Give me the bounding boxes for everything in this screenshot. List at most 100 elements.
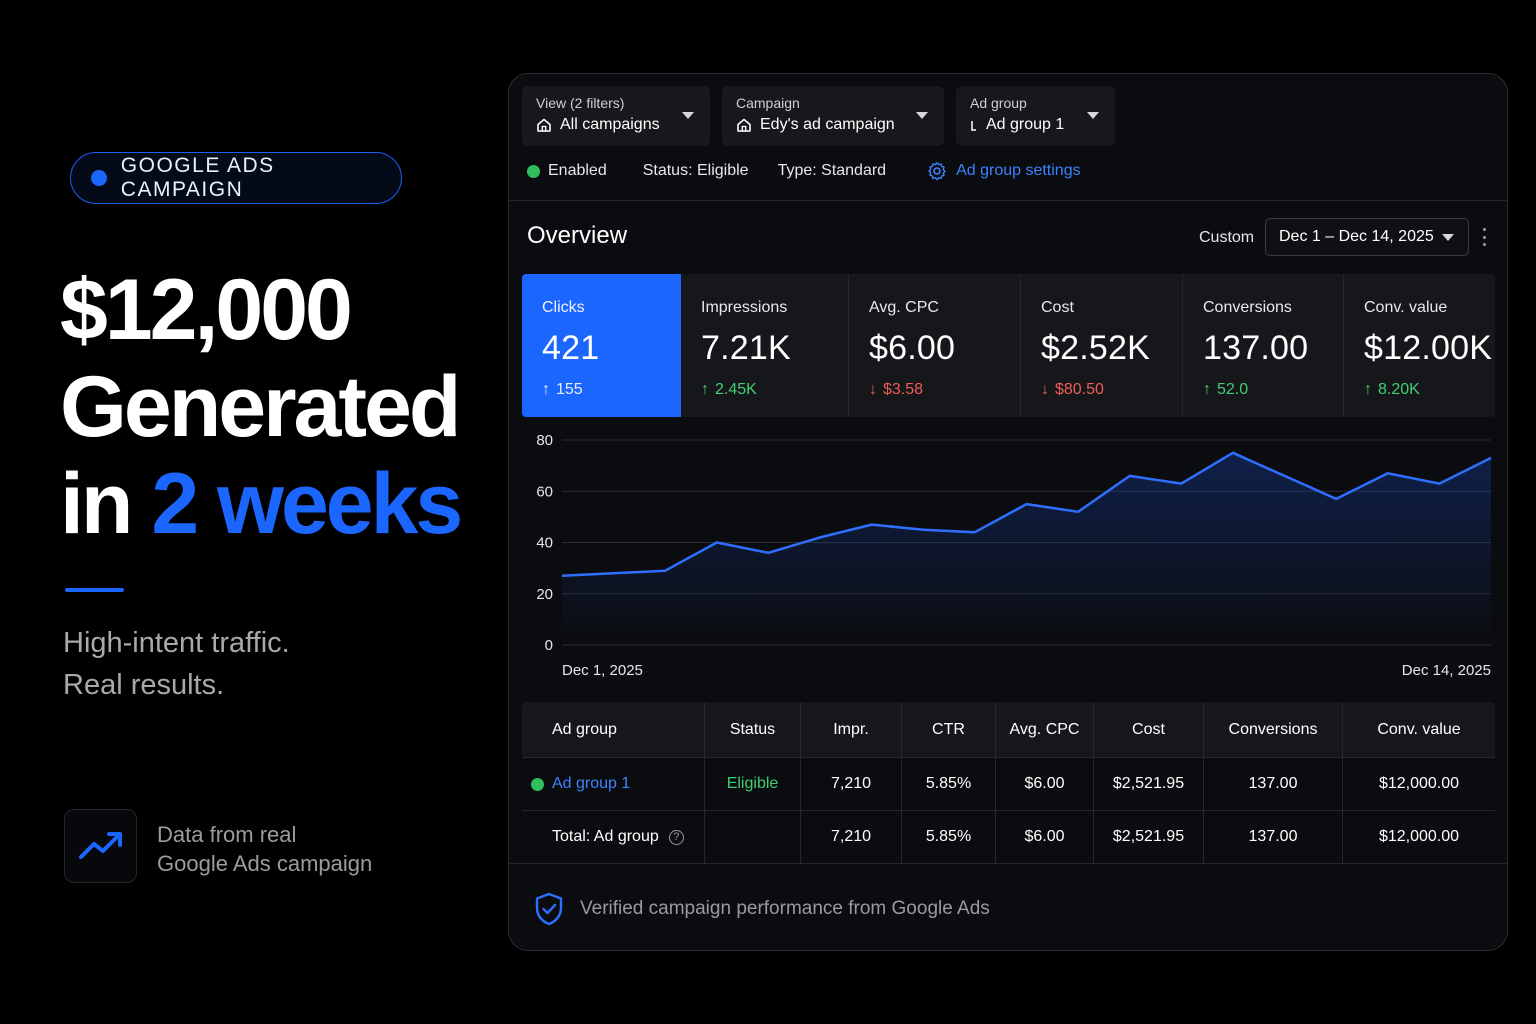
divider — [509, 863, 1507, 864]
divider — [509, 200, 1507, 201]
chevron-down-icon — [1442, 234, 1454, 241]
metric-delta: 2.45K — [715, 381, 757, 399]
headline-in: in — [60, 456, 151, 552]
home-icon — [736, 117, 752, 133]
arrow-up-icon: ↑ — [1203, 381, 1211, 399]
more-options-icon[interactable] — [1483, 228, 1487, 246]
campaign-label: Campaign — [736, 95, 930, 111]
column-header-conv-value[interactable]: Conv. value — [1343, 702, 1495, 757]
y-tick-label: 40 — [536, 535, 553, 552]
tagline-line1: High-intent traffic. — [63, 622, 290, 664]
chart-area-fill — [562, 453, 1491, 645]
metric-value: $6.00 — [869, 329, 1020, 368]
date-range-picker[interactable]: Dec 1 – Dec 14, 2025 — [1265, 218, 1469, 256]
verified-note: Verified campaign performance from Googl… — [534, 892, 990, 926]
metric-impressions[interactable]: Impressions 7.21K ↑ 2.45K — [681, 274, 849, 417]
metric-delta: 8.20K — [1378, 381, 1420, 399]
metric-value: $12.00K — [1364, 329, 1495, 368]
overview-title: Overview — [527, 222, 627, 250]
accent-divider — [65, 588, 124, 592]
metric-label: Cost — [1041, 299, 1182, 317]
ctr-cell: 5.85% — [902, 811, 996, 863]
home-icon — [536, 117, 552, 133]
total-label-cell: Total: Ad group ? — [522, 811, 705, 863]
column-header-avg-cpc[interactable]: Avg. CPC — [996, 702, 1094, 757]
column-header-ad-group[interactable]: Ad group — [522, 702, 705, 757]
ad-group-settings-link[interactable]: Ad group settings — [927, 161, 1081, 181]
ad-group-dropdown[interactable]: Ad group Ad group 1 — [956, 86, 1115, 146]
metric-value: 137.00 — [1203, 329, 1343, 368]
metric-value: $2.52K — [1041, 329, 1182, 368]
campaign-dropdown[interactable]: Campaign Edy's ad campaign — [722, 86, 944, 146]
metric-delta: 155 — [556, 381, 583, 399]
ad-group-link[interactable]: Ad group 1 — [552, 775, 630, 793]
clicks-trend-chart: 80 60 40 20 0 Dec 1, 2025 Dec 14, 2025 — [509, 424, 1508, 684]
conversions-cell: 137.00 — [1204, 811, 1343, 863]
eligibility-status: Status: Eligible — [643, 162, 749, 180]
column-header-cost[interactable]: Cost — [1094, 702, 1204, 757]
badge-dot — [91, 170, 107, 186]
column-header-status[interactable]: Status — [705, 702, 801, 757]
metric-label: Impressions — [701, 299, 848, 317]
metric-label: Clicks — [542, 299, 681, 317]
metric-value: 421 — [542, 329, 681, 368]
arrow-up-icon: ↑ — [542, 381, 550, 399]
tagline: High-intent traffic. Real results. — [63, 622, 290, 706]
ads-dashboard: View (2 filters) All campaigns Campaign … — [508, 73, 1508, 951]
ctr-cell: 5.85% — [902, 758, 996, 810]
table-header-row: Ad group Status Impr. CTR Avg. CPC Cost … — [522, 702, 1495, 758]
metrics-row: Clicks 421 ↑ 155 Impressions 7.21K ↑ 2.45K… — [522, 274, 1495, 417]
metric-value: 7.21K — [701, 329, 848, 368]
enabled-status: Enabled — [548, 162, 607, 180]
metric-cost[interactable]: Cost $2.52K ↓ $80.50 — [1021, 274, 1183, 417]
metric-label: Conversions — [1203, 299, 1343, 317]
view-filter-dropdown[interactable]: View (2 filters) All campaigns — [522, 86, 710, 146]
ad-group-cell: Ad group 1 — [522, 758, 705, 810]
metric-label: Conv. value — [1364, 299, 1495, 317]
arrow-up-icon: ↑ — [701, 381, 709, 399]
column-header-ctr[interactable]: CTR — [902, 702, 996, 757]
tagline-line2: Real results. — [63, 664, 290, 706]
conv-value-cell: $12,000.00 — [1343, 758, 1495, 810]
enabled-status-dot — [531, 778, 544, 791]
gear-icon — [927, 161, 947, 181]
avg-cpc-cell: $6.00 — [996, 811, 1094, 863]
verified-text: Verified campaign performance from Googl… — [580, 898, 990, 920]
campaign-type: Type: Standard — [778, 162, 887, 180]
headline-timeframe: in 2 weeks — [60, 456, 460, 553]
ad-group-icon — [970, 117, 978, 133]
shield-check-icon — [534, 892, 564, 926]
x-axis-start-label: Dec 1, 2025 — [562, 662, 643, 679]
arrow-down-icon: ↓ — [1041, 381, 1049, 399]
view-filter-value: All campaigns — [560, 116, 660, 134]
ad-group-value: Ad group 1 — [986, 116, 1064, 134]
conv-value-cell: $12,000.00 — [1343, 811, 1495, 863]
headline: $12,000 Generated in 2 weeks — [60, 262, 460, 553]
total-label: Total: Ad group — [552, 828, 659, 846]
arrow-up-icon: ↑ — [1364, 381, 1372, 399]
y-tick-label: 80 — [536, 432, 553, 449]
metric-clicks[interactable]: Clicks 421 ↑ 155 — [522, 274, 681, 417]
y-tick-label: 20 — [536, 586, 553, 603]
headline-weeks: 2 weeks — [151, 456, 460, 552]
column-header-impr[interactable]: Impr. — [801, 702, 902, 757]
table-row: Ad group 1 Eligible 7,210 5.85% $6.00 $2… — [522, 758, 1495, 811]
help-icon[interactable]: ? — [669, 830, 684, 845]
ad-group-settings-label: Ad group settings — [956, 162, 1081, 180]
table-total-row: Total: Ad group ? 7,210 5.85% $6.00 $2,5… — [522, 811, 1495, 864]
chevron-down-icon — [916, 112, 928, 119]
date-range-type: Custom — [1199, 229, 1254, 247]
column-header-conversions[interactable]: Conversions — [1204, 702, 1343, 757]
badge-text: GOOGLE ADS CAMPAIGN — [121, 154, 401, 202]
metric-avg-cpc[interactable]: Avg. CPC $6.00 ↓ $3.58 — [849, 274, 1021, 417]
source-line1: Data from real — [157, 820, 372, 849]
x-axis-end-label: Dec 14, 2025 — [1402, 662, 1491, 679]
metric-delta: 52.0 — [1217, 381, 1248, 399]
metric-delta: $3.58 — [883, 381, 923, 399]
campaign-value: Edy's ad campaign — [760, 116, 895, 134]
avg-cpc-cell: $6.00 — [996, 758, 1094, 810]
metric-label: Avg. CPC — [869, 299, 1020, 317]
metric-conversions[interactable]: Conversions 137.00 ↑ 52.0 — [1183, 274, 1344, 417]
metric-conv-value[interactable]: Conv. value $12.00K ↑ 8.20K — [1344, 274, 1495, 417]
y-tick-label: 0 — [545, 637, 553, 654]
